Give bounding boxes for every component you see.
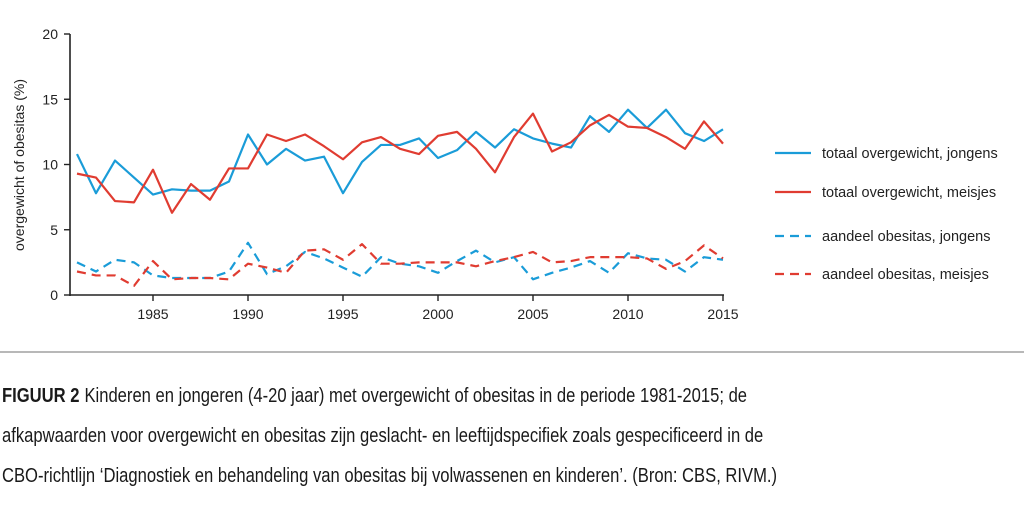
- figure-label: FIGUUR 2: [2, 385, 80, 407]
- caption-text-1: Kinderen en jongeren (4-20 jaar) met ove…: [84, 385, 748, 407]
- x-tick-label: 2015: [707, 306, 738, 322]
- caption-line-1: FIGUUR 2 Kinderen en jongeren (4-20 jaar)…: [2, 376, 915, 416]
- line-chart: 0 5 10 15 20 1985 1990 1995 2000 2005 2010 2015 tot…: [11, 26, 998, 322]
- figure-caption: FIGUUR 2 Kinderen en jongeren (4-20 jaar)…: [2, 376, 1024, 496]
- series-line-2: [76, 112, 724, 214]
- series-line-1: [76, 108, 724, 196]
- legend-label: totaal overgewicht, meisjes: [822, 185, 996, 201]
- legend-label: aandeel obesitas, jongens: [822, 229, 991, 245]
- x-tick-label: 2005: [517, 306, 548, 322]
- series-line-3: [76, 241, 724, 281]
- axes: 0 5 10 15 20 1985 1990 1995 2000 2005 2010 2015: [42, 26, 738, 322]
- y-tick-label: 15: [42, 91, 58, 107]
- legend: totaal overgewicht, jongens totaal overge…: [775, 146, 998, 283]
- y-tick-label: 0: [50, 287, 58, 303]
- series-line-4: [76, 243, 724, 287]
- y-tick-label: 5: [50, 222, 58, 238]
- caption-line-2: afkapwaarden voor overgewicht en obesita…: [2, 425, 764, 447]
- y-tick-label: 20: [42, 26, 58, 42]
- y-tick-label: 10: [42, 157, 58, 173]
- x-tick-label: 1995: [327, 306, 358, 322]
- y-axis-label: overgewicht of obesitas (%): [11, 79, 27, 251]
- series-lines: [76, 108, 724, 287]
- x-tick-label: 1985: [137, 306, 168, 322]
- x-tick-label: 2000: [422, 306, 453, 322]
- caption-line-3: CBO-richtlijn ‘Diagnostiek en behandelin…: [2, 465, 778, 487]
- legend-label: totaal overgewicht, jongens: [822, 146, 998, 162]
- x-tick-label: 1990: [232, 306, 263, 322]
- divider: [0, 351, 1024, 353]
- legend-label: aandeel obesitas, meisjes: [822, 267, 989, 283]
- x-tick-label: 2010: [612, 306, 643, 322]
